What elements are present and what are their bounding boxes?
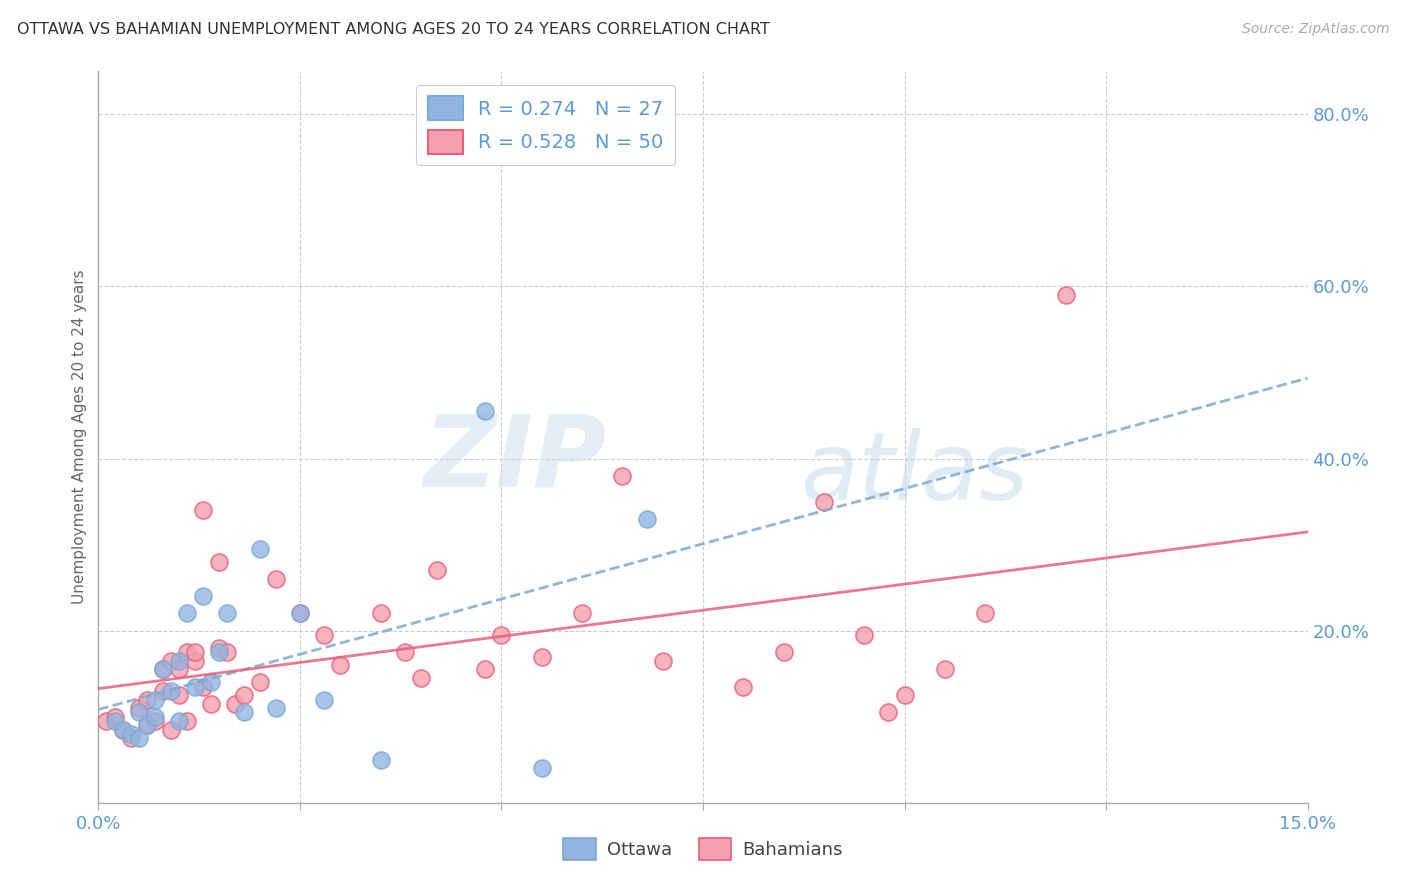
- Point: [184, 645, 207, 659]
- Point: [329, 658, 352, 673]
- Point: [733, 680, 755, 694]
- Point: [120, 731, 142, 746]
- Point: [103, 710, 125, 724]
- Point: [636, 512, 658, 526]
- Point: [184, 654, 207, 668]
- Point: [370, 753, 392, 767]
- Point: [208, 645, 231, 659]
- Point: [224, 697, 246, 711]
- Point: [160, 684, 183, 698]
- Point: [530, 649, 553, 664]
- Point: [96, 714, 118, 728]
- Point: [143, 714, 166, 728]
- Point: [176, 714, 198, 728]
- Point: [152, 684, 174, 698]
- Point: [152, 662, 174, 676]
- Point: [208, 555, 231, 569]
- Point: [120, 727, 142, 741]
- Legend: Ottawa, Bahamians: Ottawa, Bahamians: [557, 830, 849, 867]
- Point: [974, 607, 997, 621]
- Point: [426, 564, 449, 578]
- Point: [152, 662, 174, 676]
- Point: [167, 714, 190, 728]
- Point: [128, 706, 150, 720]
- Point: [193, 589, 215, 603]
- Point: [264, 572, 287, 586]
- Point: [409, 671, 432, 685]
- Point: [232, 688, 254, 702]
- Y-axis label: Unemployment Among Ages 20 to 24 years: Unemployment Among Ages 20 to 24 years: [72, 269, 87, 605]
- Point: [167, 654, 190, 668]
- Point: [474, 404, 496, 418]
- Point: [176, 645, 198, 659]
- Point: [167, 688, 190, 702]
- Point: [249, 541, 271, 556]
- Point: [128, 701, 150, 715]
- Point: [176, 607, 198, 621]
- Point: [217, 607, 239, 621]
- Point: [167, 662, 190, 676]
- Point: [571, 607, 593, 621]
- Point: [530, 761, 553, 775]
- Point: [193, 503, 215, 517]
- Point: [651, 654, 673, 668]
- Text: Source: ZipAtlas.com: Source: ZipAtlas.com: [1241, 22, 1389, 37]
- Point: [314, 692, 336, 706]
- Point: [135, 718, 157, 732]
- Point: [135, 692, 157, 706]
- Point: [491, 628, 513, 642]
- Point: [314, 628, 336, 642]
- Point: [143, 710, 166, 724]
- Point: [288, 607, 311, 621]
- Point: [394, 645, 416, 659]
- Point: [135, 718, 157, 732]
- Point: [1054, 288, 1077, 302]
- Point: [288, 607, 311, 621]
- Text: atlas: atlas: [800, 428, 1028, 519]
- Text: OTTAWA VS BAHAMIAN UNEMPLOYMENT AMONG AGES 20 TO 24 YEARS CORRELATION CHART: OTTAWA VS BAHAMIAN UNEMPLOYMENT AMONG AG…: [17, 22, 769, 37]
- Point: [877, 706, 900, 720]
- Point: [103, 714, 125, 728]
- Point: [208, 640, 231, 655]
- Point: [934, 662, 956, 676]
- Point: [160, 654, 183, 668]
- Point: [143, 692, 166, 706]
- Text: ZIP: ZIP: [423, 410, 606, 508]
- Point: [200, 675, 222, 690]
- Point: [111, 723, 134, 737]
- Point: [772, 645, 794, 659]
- Point: [249, 675, 271, 690]
- Point: [232, 706, 254, 720]
- Point: [128, 731, 150, 746]
- Point: [193, 680, 215, 694]
- Point: [612, 468, 634, 483]
- Point: [184, 680, 207, 694]
- Point: [160, 723, 183, 737]
- Point: [474, 662, 496, 676]
- Point: [370, 607, 392, 621]
- Point: [200, 697, 222, 711]
- Point: [111, 723, 134, 737]
- Point: [853, 628, 876, 642]
- Point: [264, 701, 287, 715]
- Point: [813, 494, 835, 508]
- Point: [893, 688, 915, 702]
- Point: [217, 645, 239, 659]
